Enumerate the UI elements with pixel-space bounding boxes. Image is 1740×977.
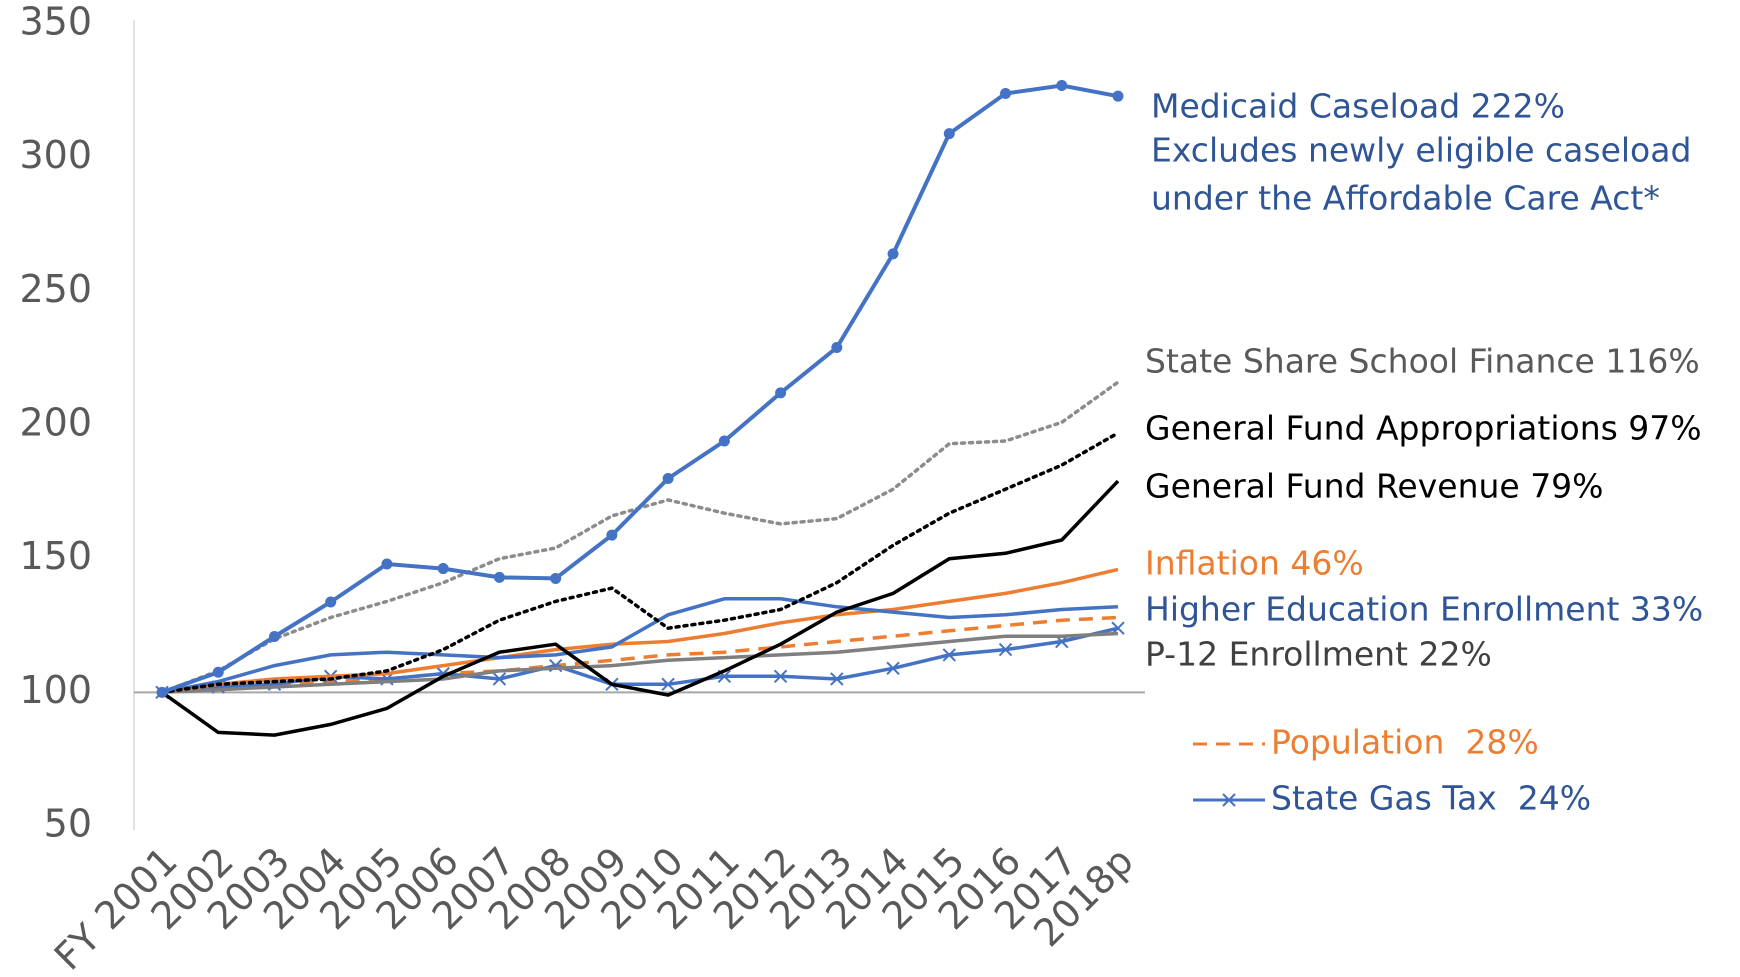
- point: [550, 572, 562, 584]
- annotation: Excludes newly eligible caseload: [1151, 131, 1691, 170]
- point: [775, 387, 787, 399]
- point: [887, 248, 899, 260]
- point: [943, 128, 955, 140]
- series-line: [161, 83, 1119, 695]
- series-label: Medicaid Caseload 222%: [1151, 87, 1565, 126]
- point: [1056, 79, 1068, 91]
- point: [1000, 88, 1012, 100]
- point: [1112, 90, 1124, 102]
- point: [886, 661, 900, 675]
- point: [437, 563, 449, 575]
- point: [773, 669, 788, 684]
- y-tick-label: 50: [44, 802, 92, 846]
- point: [830, 672, 844, 686]
- series-label: Inflation 46%: [1145, 544, 1364, 583]
- y-tick-label: 150: [19, 534, 92, 578]
- point: [662, 472, 674, 484]
- series-label: General Fund Revenue 79%: [1145, 467, 1604, 506]
- legend-marker: [1222, 793, 1236, 807]
- point: [831, 341, 843, 353]
- series-line: [161, 567, 1119, 695]
- point: [492, 672, 507, 686]
- y-tick-label: 200: [19, 401, 92, 445]
- point: [661, 677, 675, 692]
- y-tick-label: 100: [19, 668, 92, 712]
- series-line: [160, 431, 1120, 695]
- series-label: Population 28%: [1271, 723, 1539, 762]
- point: [942, 648, 957, 662]
- y-tick-label: 250: [19, 267, 92, 311]
- series-label: General Fund Appropriations 97%: [1145, 409, 1702, 448]
- series-label: State Share School Finance 116%: [1145, 342, 1700, 381]
- point: [268, 630, 280, 642]
- series-line: [161, 631, 1119, 695]
- series-line: [160, 380, 1120, 695]
- series-line: [160, 479, 1120, 737]
- series-line: [161, 597, 1119, 695]
- y-tick-label: 300: [19, 133, 92, 177]
- point: [998, 642, 1013, 657]
- point: [606, 529, 618, 541]
- point: [325, 596, 337, 608]
- point: [718, 435, 730, 447]
- series-label: P-12 Enrollment 22%: [1145, 635, 1492, 674]
- series-label: Higher Education Enrollment 33%: [1145, 590, 1703, 629]
- point: [493, 571, 505, 583]
- y-tick-label: 350: [19, 0, 92, 44]
- point: [156, 686, 168, 698]
- point: [212, 666, 224, 678]
- point: [381, 558, 393, 570]
- annotation: under the Affordable Care Act*: [1151, 179, 1660, 218]
- series-label: State Gas Tax 24%: [1271, 779, 1591, 818]
